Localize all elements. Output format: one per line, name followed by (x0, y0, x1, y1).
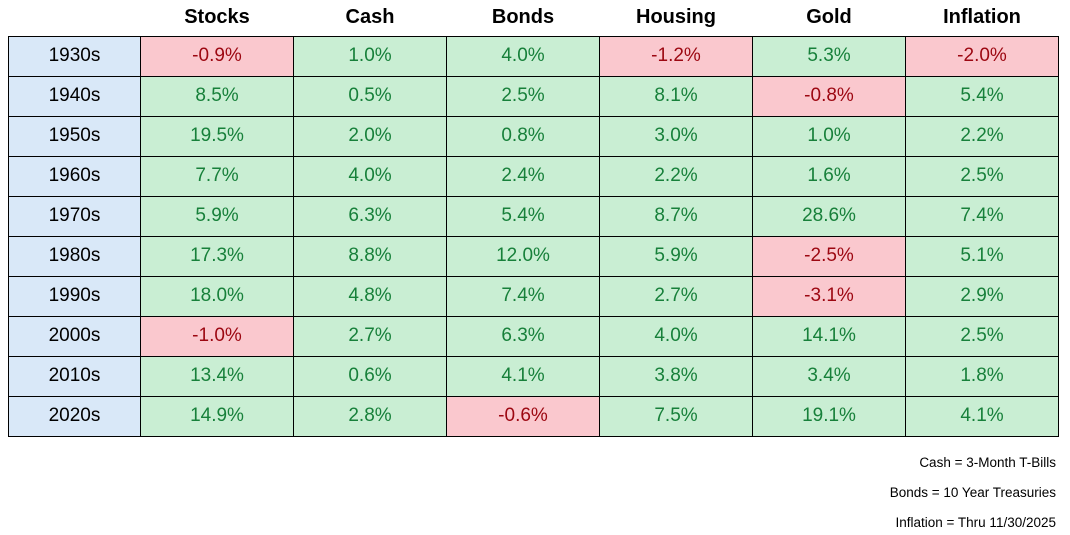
return-cell-gold-1970s: 28.6% (752, 195, 906, 237)
decade-returns-table: Stocks Cash Bonds Housing Gold Inflation 1930… (8, 0, 1059, 437)
return-cell-gold-2020s: 19.1% (752, 395, 906, 437)
return-cell-stocks-1940s: 8.5% (140, 75, 294, 117)
return-cell-cash-1930s: 1.0% (293, 35, 447, 77)
return-cell-housing-2000s: 4.0% (599, 315, 753, 357)
return-cell-inflation-2010s: 1.8% (905, 355, 1059, 397)
table-row-2020s: 2020s 14.9% 2.8% -0.6% 7.5% 19.1% 4.1% (8, 395, 1059, 437)
return-cell-bonds-2000s: 6.3% (446, 315, 600, 357)
return-cell-stocks-2000s: -1.0% (140, 315, 294, 357)
column-header-housing: Housing (636, 6, 716, 29)
table-row-1990s: 1990s 18.0% 4.8% 7.4% 2.7% -3.1% 2.9% (8, 275, 1059, 317)
table-row-1970s: 1970s 5.9% 6.3% 5.4% 8.7% 28.6% 7.4% (8, 195, 1059, 237)
return-cell-inflation-1960s: 2.5% (905, 155, 1059, 197)
table-row-1950s: 1950s 19.5% 2.0% 0.8% 3.0% 1.0% 2.2% (8, 115, 1059, 157)
return-cell-housing-2010s: 3.8% (599, 355, 753, 397)
decade-label-1950s: 1950s (8, 115, 141, 157)
column-header-gold: Gold (806, 6, 852, 29)
decade-label-1970s: 1970s (8, 195, 141, 237)
header-row: Stocks Cash Bonds Housing Gold Inflation (9, 0, 1059, 36)
return-cell-gold-2010s: 3.4% (752, 355, 906, 397)
return-cell-housing-1980s: 5.9% (599, 235, 753, 277)
return-cell-bonds-2010s: 4.1% (446, 355, 600, 397)
footnote-cash: Cash = 3-Month T-Bills (919, 455, 1056, 470)
decade-label-1980s: 1980s (8, 235, 141, 277)
return-cell-bonds-2020s: -0.6% (446, 395, 600, 437)
return-cell-cash-2020s: 2.8% (293, 395, 447, 437)
return-cell-housing-2020s: 7.5% (599, 395, 753, 437)
return-cell-bonds-1970s: 5.4% (446, 195, 600, 237)
corner-cell (9, 0, 141, 36)
return-cell-housing-1990s: 2.7% (599, 275, 753, 317)
footnote-inflation: Inflation = Thru 11/30/2025 (895, 515, 1057, 530)
return-cell-gold-2000s: 14.1% (752, 315, 906, 357)
column-header-bonds: Bonds (491, 6, 555, 29)
return-cell-bonds-1980s: 12.0% (446, 235, 600, 277)
return-cell-inflation-1980s: 5.1% (905, 235, 1059, 277)
return-cell-housing-1950s: 3.0% (599, 115, 753, 157)
return-cell-housing-1930s: -1.2% (599, 35, 753, 77)
return-cell-gold-1930s: 5.3% (752, 35, 906, 77)
return-cell-housing-1970s: 8.7% (599, 195, 753, 237)
return-cell-housing-1940s: 8.1% (599, 75, 753, 117)
decade-label-1940s: 1940s (8, 75, 141, 117)
column-header-stocks: Stocks (184, 6, 250, 29)
return-cell-gold-1990s: -3.1% (752, 275, 906, 317)
return-cell-gold-1960s: 1.6% (752, 155, 906, 197)
return-cell-bonds-1990s: 7.4% (446, 275, 600, 317)
return-cell-stocks-1960s: 7.7% (140, 155, 294, 197)
return-cell-bonds-1930s: 4.0% (446, 35, 600, 77)
return-cell-stocks-2020s: 14.9% (140, 395, 294, 437)
return-cell-stocks-1990s: 18.0% (140, 275, 294, 317)
table-row-1980s: 1980s 17.3% 8.8% 12.0% 5.9% -2.5% 5.1% (8, 235, 1059, 277)
return-cell-gold-1980s: -2.5% (752, 235, 906, 277)
return-cell-inflation-1990s: 2.9% (905, 275, 1059, 317)
return-cell-inflation-2000s: 2.5% (905, 315, 1059, 357)
return-cell-cash-1980s: 8.8% (293, 235, 447, 277)
decade-label-2020s: 2020s (8, 395, 141, 437)
return-cell-gold-1950s: 1.0% (752, 115, 906, 157)
table-row-2010s: 2010s 13.4% 0.6% 4.1% 3.8% 3.4% 1.8% (8, 355, 1059, 397)
return-cell-cash-1950s: 2.0% (293, 115, 447, 157)
return-cell-inflation-1970s: 7.4% (905, 195, 1059, 237)
return-cell-cash-1960s: 4.0% (293, 155, 447, 197)
decade-label-1930s: 1930s (8, 35, 141, 77)
return-cell-inflation-1930s: -2.0% (905, 35, 1059, 77)
return-cell-stocks-1980s: 17.3% (140, 235, 294, 277)
return-cell-bonds-1960s: 2.4% (446, 155, 600, 197)
returns-table-body: 1930s -0.9% 1.0% 4.0% -1.2% 5.3% -2.0% 1940s 8.5… (8, 35, 1059, 437)
return-cell-inflation-2020s: 4.1% (905, 395, 1059, 437)
return-cell-bonds-1950s: 0.8% (446, 115, 600, 157)
return-cell-cash-2000s: 2.7% (293, 315, 447, 357)
return-cell-cash-1970s: 6.3% (293, 195, 447, 237)
decade-label-2000s: 2000s (8, 315, 141, 357)
return-cell-inflation-1940s: 5.4% (905, 75, 1059, 117)
return-cell-inflation-1950s: 2.2% (905, 115, 1059, 157)
table-row-2000s: 2000s -1.0% 2.7% 6.3% 4.0% 14.1% 2.5% (8, 315, 1059, 357)
return-cell-gold-1940s: -0.8% (752, 75, 906, 117)
return-cell-cash-2010s: 0.6% (293, 355, 447, 397)
decade-label-2010s: 2010s (8, 355, 141, 397)
return-cell-cash-1940s: 0.5% (293, 75, 447, 117)
table-header: Stocks Cash Bonds Housing Gold Inflation (9, 0, 1059, 36)
decade-label-1960s: 1960s (8, 155, 141, 197)
table-row-1940s: 1940s 8.5% 0.5% 2.5% 8.1% -0.8% 5.4% (8, 75, 1059, 117)
return-cell-stocks-1950s: 19.5% (140, 115, 294, 157)
decade-label-1990s: 1990s (8, 275, 141, 317)
footnotes: Cash = 3-Month T-Bills Bonds = 10 Year T… (890, 448, 1056, 535)
return-cell-stocks-1930s: -0.9% (140, 35, 294, 77)
table-row-1930s: 1930s -0.9% 1.0% 4.0% -1.2% 5.3% -2.0% (8, 35, 1059, 77)
return-cell-cash-1990s: 4.8% (293, 275, 447, 317)
return-cell-housing-1960s: 2.2% (599, 155, 753, 197)
return-cell-stocks-2010s: 13.4% (140, 355, 294, 397)
table-row-1960s: 1960s 7.7% 4.0% 2.4% 2.2% 1.6% 2.5% (8, 155, 1059, 197)
footnote-bonds: Bonds = 10 Year Treasuries (889, 485, 1056, 500)
return-cell-bonds-1940s: 2.5% (446, 75, 600, 117)
column-header-cash: Cash (345, 6, 395, 29)
return-cell-stocks-1970s: 5.9% (140, 195, 294, 237)
column-header-inflation: Inflation (943, 6, 1021, 29)
